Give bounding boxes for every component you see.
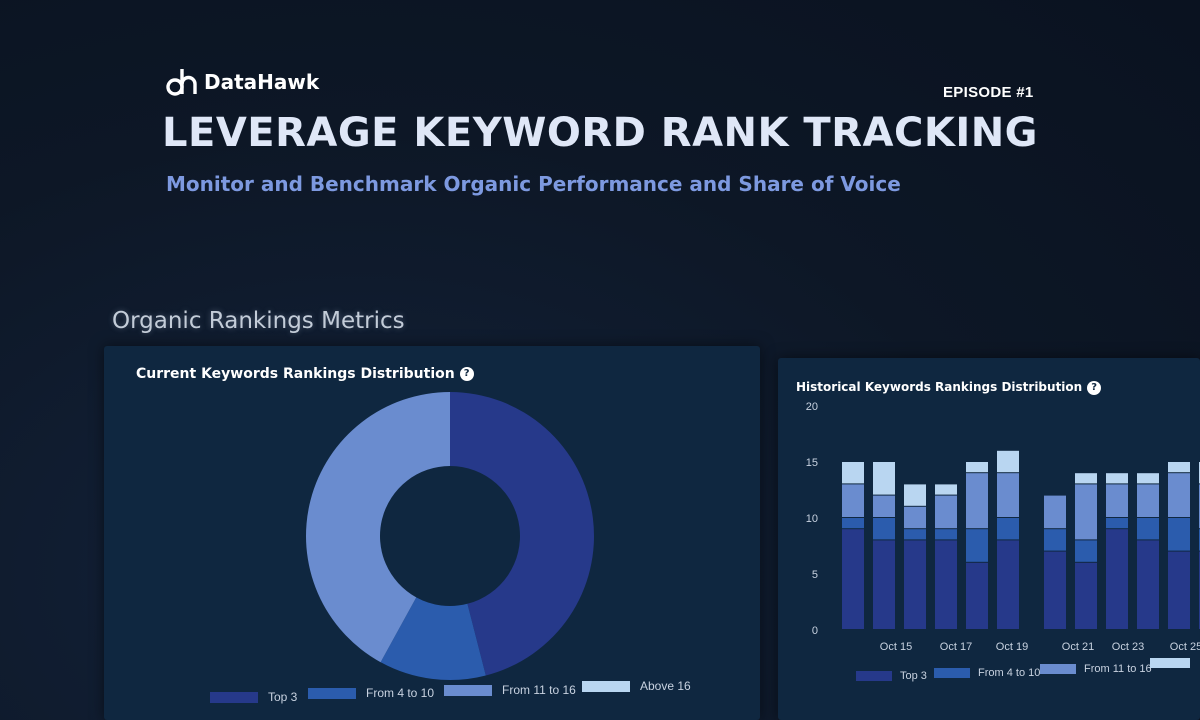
bar-segment-from-4-to-10[interactable]: [997, 518, 1019, 540]
bar-segment-from-11-to-16[interactable]: [966, 473, 988, 529]
y-tick-label: 15: [806, 457, 818, 469]
bar-segment-from-11-to-16[interactable]: [1044, 495, 1066, 529]
x-tick-label: Oct 15: [880, 641, 912, 653]
bar-segment-from-4-to-10[interactable]: [1044, 529, 1066, 551]
historical-rankings-card: Historical Keywords Rankings Distributio…: [778, 358, 1200, 720]
legend-label-4to10: From 4 to 10: [366, 686, 435, 700]
bar-segment-above-16[interactable]: [997, 450, 1019, 473]
bar-segment-from-11-to-16[interactable]: [873, 495, 895, 517]
bar-segment-from-4-to-10[interactable]: [842, 518, 864, 529]
subheadline: Monitor and Benchmark Organic Performanc…: [166, 172, 901, 196]
hist-legend-label-top3: Top 3: [900, 670, 927, 682]
bar-segment-from-11-to-16[interactable]: [997, 473, 1019, 517]
hist-legend-top3[interactable]: Top 3: [856, 670, 927, 682]
bar-segment-top-3[interactable]: [842, 529, 864, 629]
bar-segment-above-16[interactable]: [1168, 462, 1190, 473]
bar-segment-from-4-to-10[interactable]: [1168, 518, 1190, 551]
bar-segment-above-16[interactable]: [873, 462, 895, 495]
hist-legend-label-11to16: From 11 to 16: [1084, 663, 1152, 675]
bar-segment-above-16[interactable]: [1137, 473, 1159, 484]
dh-monogram-icon: [166, 69, 197, 96]
bar-segment-from-11-to-16[interactable]: [1106, 484, 1128, 517]
bar-segment-from-11-to-16[interactable]: [1168, 473, 1190, 517]
bar-segment-above-16[interactable]: [935, 484, 957, 495]
legend-swatch-11to16: [444, 684, 492, 696]
legend-swatch-4to10: [308, 687, 356, 699]
bar-segment-top-3[interactable]: [935, 540, 957, 629]
bar-segment-top-3[interactable]: [966, 562, 988, 629]
headline: LEVERAGE KEYWORD RANK TRACKING: [162, 110, 1039, 156]
bar-segment-from-11-to-16[interactable]: [1137, 484, 1159, 517]
y-tick-label: 10: [806, 513, 818, 525]
hist-legend-swatch-top3: [856, 671, 892, 681]
historical-card-title-text: Historical Keywords Rankings Distributio…: [796, 380, 1083, 394]
bar-segment-from-4-to-10[interactable]: [935, 529, 957, 540]
bar-segment-from-11-to-16[interactable]: [1075, 484, 1097, 540]
y-tick-label: 20: [806, 401, 818, 413]
bar-segment-from-4-to-10[interactable]: [1075, 540, 1097, 562]
current-card-title: Current Keywords Rankings Distribution?: [136, 366, 474, 382]
bar-segment-from-11-to-16[interactable]: [842, 484, 864, 517]
bar-segment-top-3[interactable]: [1075, 562, 1097, 629]
bar-segment-top-3[interactable]: [1106, 529, 1128, 629]
y-tick-label: 0: [812, 625, 818, 637]
x-tick-label: Oct 25: [1170, 641, 1200, 653]
legend-11to16[interactable]: From 11 to 16: [444, 683, 576, 697]
historical-card-title: Historical Keywords Rankings Distributio…: [796, 380, 1102, 395]
bar-segment-above-16[interactable]: [966, 462, 988, 473]
donut-slice-top-3[interactable]: [450, 392, 595, 676]
bar-segment-top-3[interactable]: [904, 540, 926, 629]
bar-segment-from-4-to-10[interactable]: [1106, 518, 1128, 529]
legend-above16[interactable]: Above 16: [582, 679, 691, 693]
legend-label-above16: Above 16: [640, 679, 691, 693]
donut-slice-from-4-to-10[interactable]: [380, 597, 486, 680]
bar-segment-from-4-to-10[interactable]: [904, 529, 926, 540]
hist-legend-11to16[interactable]: From 11 to 16: [1040, 663, 1152, 675]
legend-label-11to16: From 11 to 16: [502, 683, 576, 697]
bar-segment-above-16[interactable]: [1106, 473, 1128, 484]
bar-segment-top-3[interactable]: [1137, 540, 1159, 629]
hist-legend-swatch-4to10: [934, 668, 970, 678]
x-tick-label: Oct 21: [1062, 641, 1094, 653]
question-circle-icon[interactable]: ?: [1087, 380, 1102, 395]
legend-4to10[interactable]: From 4 to 10: [308, 686, 434, 700]
legend-swatch-above16: [582, 680, 630, 692]
bar-segment-top-3[interactable]: [1168, 551, 1190, 629]
y-tick-label: 5: [812, 569, 818, 581]
episode-label: EPISODE #1: [943, 84, 1034, 101]
donut-chart: [306, 392, 595, 680]
donut-slice-from-11-to-16[interactable]: [306, 392, 450, 663]
bar-segment-above-16[interactable]: [904, 484, 926, 506]
section-title: Organic Rankings Metrics: [112, 308, 405, 334]
bar-segment-above-16[interactable]: [842, 462, 864, 484]
x-tick-label: Oct 19: [996, 641, 1028, 653]
hist-legend-label-4to10: From 4 to 10: [978, 667, 1041, 679]
bar-segment-top-3[interactable]: [873, 540, 895, 629]
bar-segment-from-4-to-10[interactable]: [873, 518, 895, 540]
x-tick-label: Oct 17: [940, 641, 972, 653]
legend-top3[interactable]: Top 3: [210, 690, 297, 704]
current-card-title-text: Current Keywords Rankings Distribution: [136, 366, 455, 382]
hist-legend-swatch-11to16: [1040, 664, 1076, 674]
legend-label-top3: Top 3: [268, 690, 298, 704]
current-rankings-card: Current Keywords Rankings Distribution? …: [104, 346, 760, 720]
brand-name: DataHawk: [204, 70, 320, 94]
x-tick-label: Oct 23: [1112, 641, 1144, 653]
bar-segment-from-11-to-16[interactable]: [935, 495, 957, 529]
hist-legend-4to10[interactable]: From 4 to 10: [934, 667, 1040, 679]
bar-segment-top-3[interactable]: [997, 540, 1019, 629]
legend-swatch-top3: [210, 691, 258, 703]
brand-logo: DataHawk: [164, 64, 319, 100]
bar-segment-from-4-to-10[interactable]: [1137, 518, 1159, 540]
hist-legend-swatch-above16: [1150, 658, 1190, 668]
bar-segment-top-3[interactable]: [1044, 551, 1066, 629]
question-circle-icon[interactable]: ?: [459, 367, 474, 381]
bar-segment-from-4-to-10[interactable]: [966, 529, 988, 562]
bar-segment-above-16[interactable]: [1075, 473, 1097, 484]
stacked-bar-chart: 0 5 10 15 20 Oct 15 Oct 17 Oct 19 Oct 21 Oct 23 Oc…: [806, 401, 1200, 653]
bar-segment-from-11-to-16[interactable]: [904, 506, 926, 529]
